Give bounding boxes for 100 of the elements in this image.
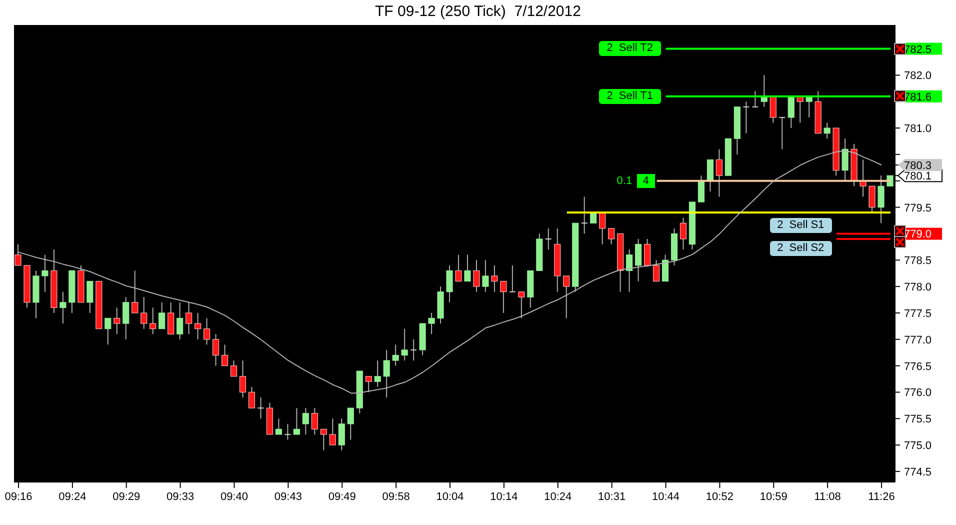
candlestick — [508, 264, 516, 292]
candlestick — [176, 302, 184, 340]
x-tick-label: 09:29 — [112, 491, 140, 503]
candlestick — [716, 148, 723, 198]
x-tick-label: 10:52 — [706, 491, 734, 503]
candlestick — [878, 175, 884, 224]
y-tick-label: 778.5 — [904, 255, 932, 268]
candlestick — [320, 428, 327, 451]
candlestick — [104, 318, 112, 346]
candlestick — [248, 386, 256, 409]
candlestick — [186, 302, 192, 335]
x-tick-label: 10:31 — [598, 491, 626, 503]
annotation: 0.1 — [616, 174, 632, 188]
x-tick-label: 10:59 — [760, 491, 788, 503]
candlestick — [464, 254, 471, 282]
candlestick — [455, 254, 462, 282]
ref-line-label: 2 Sell S1 — [770, 218, 832, 233]
y-tick-label: 780.3 — [904, 160, 932, 172]
x-tick-label: 10:44 — [652, 491, 680, 503]
x-tick-label: 10:24 — [544, 491, 572, 503]
candlestick — [778, 116, 786, 150]
candlestick — [544, 228, 552, 250]
candlestick — [212, 334, 220, 366]
x-tick-label: 10:04 — [436, 491, 464, 503]
candlestick — [60, 291, 66, 324]
y-tick-label: 777.5 — [904, 308, 932, 320]
candlestick — [742, 101, 750, 134]
candlestick — [230, 360, 238, 377]
candlestick — [374, 360, 381, 388]
y-tick-label: 779.5 — [904, 202, 932, 214]
candlestick — [302, 408, 309, 435]
candlestick — [347, 408, 354, 440]
ref-line-label: 2 Sell S2 — [770, 240, 832, 256]
candlestick — [338, 418, 345, 451]
candlestick — [257, 396, 264, 420]
candlestick — [194, 312, 202, 340]
chart-title: TF 09-12 (250 Tick) 7/12/2012 — [374, 3, 582, 20]
candlestick — [275, 418, 282, 435]
y-tick-label: 780.1 — [904, 170, 932, 183]
candlestick — [563, 275, 570, 319]
candlestick — [122, 296, 130, 340]
candlestick — [203, 318, 210, 346]
candlestick — [491, 264, 498, 292]
candlestick — [644, 238, 651, 266]
candlestick — [446, 264, 453, 303]
candlestick — [293, 408, 300, 435]
candlestick — [500, 280, 507, 314]
candlestick — [662, 254, 669, 282]
candlestick — [150, 307, 156, 335]
candlestick — [221, 344, 228, 366]
candlestick — [428, 312, 435, 335]
candlestick — [392, 344, 399, 366]
y-tick-label: 777.0 — [904, 334, 932, 346]
x-tick-label: 09:16 — [4, 491, 32, 503]
candlestick — [680, 217, 687, 250]
candlestick — [140, 296, 148, 330]
y-tick-label: 776.0 — [904, 387, 932, 400]
candlestick — [401, 328, 408, 361]
x-tick-label: 09:43 — [274, 491, 302, 503]
y-tick-label: 775.5 — [904, 414, 932, 426]
candlestick — [824, 122, 830, 140]
x-tick-label: 09:58 — [382, 491, 410, 503]
x-tick-label: 11:08 — [814, 491, 841, 503]
x-tick-label: 10:14 — [490, 491, 518, 503]
candlestick — [410, 338, 418, 361]
candlestick — [770, 96, 776, 124]
annotation: 4 — [636, 174, 655, 188]
y-tick-label: 774.5 — [904, 466, 932, 478]
x-tick-label: 09:24 — [58, 491, 86, 503]
candlestick — [168, 302, 174, 335]
y-tick-label: 778.0 — [904, 282, 932, 294]
candlestick — [706, 159, 714, 192]
x-tick-label: 09:49 — [328, 491, 356, 503]
candlestick — [868, 186, 876, 214]
ref-line-label: 2 Sell T2 — [598, 41, 661, 56]
candlestick — [634, 238, 642, 282]
candlestick — [114, 307, 120, 335]
candlestick — [42, 254, 48, 292]
candlestick — [329, 418, 336, 446]
x-tick-label: 11:26 — [868, 491, 895, 503]
candlestick — [132, 270, 138, 314]
y-tick-label: 775.0 — [904, 440, 932, 452]
candlestick — [239, 360, 246, 398]
y-tick-label: 781.6 — [904, 91, 932, 104]
candlestick — [482, 260, 489, 292]
candlestick — [284, 423, 292, 440]
y-tick-label: 776.5 — [904, 360, 932, 373]
x-tick-label: 09:40 — [220, 491, 248, 503]
candlestick — [580, 196, 588, 234]
candlestick — [518, 291, 525, 319]
x-tick-label: 09:33 — [166, 491, 194, 503]
candlestick — [473, 260, 480, 292]
y-tick-label: 782.0 — [904, 70, 932, 82]
candlestick — [599, 212, 606, 245]
y-tick-label: 781.0 — [904, 123, 932, 136]
candlestick — [86, 280, 94, 314]
candlestick — [626, 249, 633, 292]
ref-line-label: 2 Sell T1 — [598, 88, 661, 104]
candlestick — [698, 175, 705, 202]
candlestick — [752, 90, 759, 108]
